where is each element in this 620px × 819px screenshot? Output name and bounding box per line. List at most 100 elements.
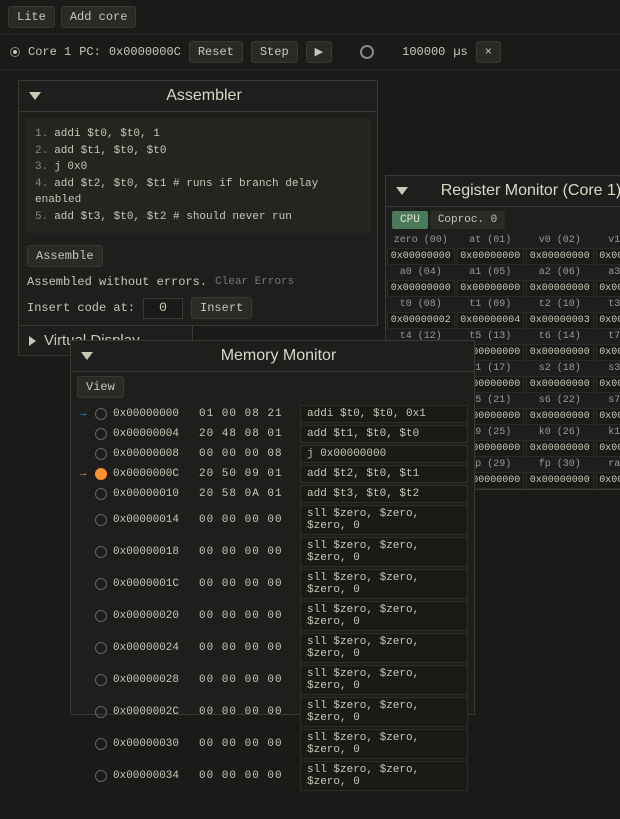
memory-address: 0x00000034 xyxy=(113,770,193,782)
register-name: a3 (07) xyxy=(595,265,620,280)
core-radio[interactable] xyxy=(10,47,20,57)
register-value[interactable]: 0x00000000 xyxy=(457,280,525,297)
assembler-panel: Assembler 1.addi $t0, $t0, 12.add $t1, $… xyxy=(18,80,378,326)
register-value[interactable]: 0x00000000 xyxy=(387,280,455,297)
lite-button[interactable]: Lite xyxy=(8,6,55,28)
memory-instruction[interactable]: sll $zero, $zero, $zero, 0 xyxy=(300,665,468,695)
register-value[interactable]: 0x00000000 xyxy=(596,344,620,361)
memory-address: 0x00000014 xyxy=(113,514,193,526)
memory-instruction[interactable]: add $t1, $t0, $t0 xyxy=(300,425,468,443)
close-core-button[interactable]: × xyxy=(476,41,501,63)
breakpoint-toggle[interactable] xyxy=(95,408,107,420)
breakpoint-toggle[interactable] xyxy=(95,642,107,654)
interval-unit: µs xyxy=(453,45,467,59)
register-name: at (01) xyxy=(456,233,526,248)
register-name: t3 (11) xyxy=(595,297,620,312)
memory-address: 0x00000028 xyxy=(113,674,193,686)
register-value[interactable]: 0x00000003 xyxy=(526,312,594,329)
breakpoint-toggle[interactable] xyxy=(95,674,107,686)
collapse-icon[interactable] xyxy=(81,352,93,360)
memory-instruction[interactable]: addi $t0, $t0, 0x1 xyxy=(300,405,468,423)
pc-value: 0x0000000C xyxy=(109,45,181,59)
insert-address-input[interactable] xyxy=(143,298,183,319)
interval-value: 100000 xyxy=(402,45,445,59)
register-value[interactable]: 0x00000002 xyxy=(387,312,455,329)
breakpoint-toggle[interactable] xyxy=(95,770,107,782)
memory-address: 0x00000018 xyxy=(113,546,193,558)
register-name: k0 (26) xyxy=(525,425,595,440)
register-value[interactable]: 0x00000000 xyxy=(526,248,594,265)
memory-row: 0x0000001800 00 00 00sll $zero, $zero, $… xyxy=(77,536,468,568)
register-value[interactable]: 0x00000000 xyxy=(526,408,594,425)
breakpoint-toggle[interactable] xyxy=(95,546,107,558)
memory-bytes: 00 00 00 00 xyxy=(199,578,294,590)
tab-cpu[interactable]: CPU xyxy=(392,211,428,229)
register-value[interactable]: 0x00000000 xyxy=(596,312,620,329)
register-name: a2 (06) xyxy=(525,265,595,280)
reset-button[interactable]: Reset xyxy=(189,41,243,63)
breakpoint-toggle[interactable] xyxy=(95,514,107,526)
register-value[interactable]: 0x00000000 xyxy=(596,376,620,393)
memory-instruction[interactable]: sll $zero, $zero, $zero, 0 xyxy=(300,633,468,663)
memory-view-button[interactable]: View xyxy=(77,376,124,398)
memory-bytes: 00 00 00 00 xyxy=(199,738,294,750)
memory-instruction[interactable]: sll $zero, $zero, $zero, 0 xyxy=(300,569,468,599)
breakpoint-toggle[interactable] xyxy=(95,610,107,622)
assembler-code[interactable]: 1.addi $t0, $t0, 12.add $t1, $t0, $t03.j… xyxy=(25,118,371,233)
breakpoint-toggle[interactable] xyxy=(95,428,107,440)
memory-instruction[interactable]: sll $zero, $zero, $zero, 0 xyxy=(300,729,468,759)
memory-bytes: 00 00 00 00 xyxy=(199,770,294,782)
memory-instruction[interactable]: add $t3, $t0, $t2 xyxy=(300,485,468,503)
register-value[interactable]: 0x00000004 xyxy=(457,312,525,329)
memory-instruction[interactable]: sll $zero, $zero, $zero, 0 xyxy=(300,697,468,727)
register-value[interactable]: 0x00000000 xyxy=(387,248,455,265)
memory-instruction[interactable]: sll $zero, $zero, $zero, 0 xyxy=(300,761,468,791)
expand-icon[interactable] xyxy=(29,336,36,346)
breakpoint-toggle[interactable] xyxy=(95,468,107,480)
register-value[interactable]: 0x00000000 xyxy=(596,440,620,457)
insert-button[interactable]: Insert xyxy=(191,297,252,319)
register-value[interactable]: 0x00000000 xyxy=(526,472,594,489)
register-value[interactable]: 0x00000000 xyxy=(596,408,620,425)
tab-coproc[interactable]: Coproc. 0 xyxy=(430,211,505,229)
memory-table: →0x0000000001 00 08 21addi $t0, $t0, 0x1… xyxy=(77,404,468,792)
memory-instruction[interactable]: j 0x00000000 xyxy=(300,445,468,463)
breakpoint-toggle[interactable] xyxy=(95,578,107,590)
memory-instruction[interactable]: add $t2, $t0, $t1 xyxy=(300,465,468,483)
memory-bytes: 00 00 00 00 xyxy=(199,642,294,654)
register-name: t0 (08) xyxy=(386,297,456,312)
register-name: s2 (18) xyxy=(525,361,595,376)
memory-address: 0x00000010 xyxy=(113,488,193,500)
register-name: v0 (02) xyxy=(525,233,595,248)
breakpoint-toggle[interactable] xyxy=(95,738,107,750)
memory-address: 0x0000002C xyxy=(113,706,193,718)
register-value[interactable]: 0x00000000 xyxy=(526,344,594,361)
add-core-button[interactable]: Add core xyxy=(61,6,137,28)
register-value[interactable]: 0x00000000 xyxy=(596,280,620,297)
collapse-icon[interactable] xyxy=(29,92,41,100)
register-name: s7 (23) xyxy=(595,393,620,408)
register-value[interactable]: 0x00000000 xyxy=(457,248,525,265)
memory-instruction[interactable]: sll $zero, $zero, $zero, 0 xyxy=(300,537,468,567)
assembler-title: Assembler xyxy=(41,87,367,105)
collapse-icon[interactable] xyxy=(396,187,408,195)
breakpoint-toggle[interactable] xyxy=(95,448,107,460)
register-value[interactable]: 0x00000000 xyxy=(596,472,620,489)
play-button[interactable]: ▶ xyxy=(306,41,332,63)
memory-instruction[interactable]: sll $zero, $zero, $zero, 0 xyxy=(300,601,468,631)
breakpoint-toggle[interactable] xyxy=(95,706,107,718)
register-value[interactable]: 0x00000000 xyxy=(526,440,594,457)
memory-monitor-title: Memory Monitor xyxy=(93,347,464,365)
clear-errors-link[interactable]: Clear Errors xyxy=(215,276,294,288)
memory-instruction[interactable]: sll $zero, $zero, $zero, 0 xyxy=(300,505,468,535)
register-name: ra (31) xyxy=(595,457,620,472)
step-button[interactable]: Step xyxy=(251,41,298,63)
register-value[interactable]: 0x00000000 xyxy=(596,248,620,265)
breakpoint-toggle[interactable] xyxy=(95,488,107,500)
assemble-button[interactable]: Assemble xyxy=(27,245,103,267)
insert-label: Insert code at: xyxy=(27,301,135,315)
register-value[interactable]: 0x00000000 xyxy=(526,280,594,297)
register-value[interactable]: 0x00000000 xyxy=(526,376,594,393)
memory-bytes: 20 50 09 01 xyxy=(199,468,294,480)
register-name: zero (00) xyxy=(386,233,456,248)
